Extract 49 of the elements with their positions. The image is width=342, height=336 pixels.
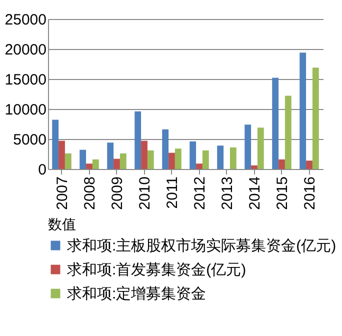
- legend-label: 求和项:主板股权市场实际募集资金(亿元): [67, 238, 336, 254]
- x-tick-label: 2015: [274, 176, 291, 210]
- bar: [168, 152, 175, 169]
- bar: [52, 120, 59, 169]
- bar: [312, 68, 319, 169]
- x-tick-label: 2009: [108, 176, 126, 210]
- x-tick-label: 2016: [301, 176, 318, 210]
- bar: [64, 153, 72, 169]
- bar: [174, 148, 182, 169]
- y-tick-label: 15000: [4, 72, 46, 88]
- y-tick-label: 20000: [4, 42, 46, 58]
- bar: [147, 150, 154, 169]
- legend-label: 求和项:首发募集资金(亿元): [67, 262, 246, 278]
- x-tick-label: 2011: [164, 176, 181, 209]
- bar: [134, 111, 142, 169]
- bar: [162, 129, 169, 169]
- bar: [196, 164, 202, 169]
- legend-label: 求和项:定增募集资金: [67, 286, 206, 302]
- bar: [86, 164, 92, 169]
- bar: [278, 159, 285, 169]
- bar: [92, 159, 99, 169]
- x-tick-label: 2007: [54, 176, 71, 210]
- bar: [141, 140, 148, 169]
- y-tick-label: 25000: [4, 12, 46, 28]
- x-tick-label: 2013: [218, 176, 236, 210]
- bar: [306, 160, 312, 169]
- bar: [300, 52, 306, 169]
- y-tick-label: 5000: [13, 132, 46, 148]
- x-tick-label: 2012: [191, 176, 208, 210]
- bar: [80, 150, 86, 169]
- y-tick-label: 0: [38, 162, 46, 178]
- bar: [114, 158, 120, 169]
- bar: [244, 124, 252, 169]
- x-tick-label: 2008: [81, 176, 98, 210]
- bar: [107, 142, 114, 169]
- bar: [257, 128, 264, 169]
- bar: [190, 141, 196, 169]
- bar: [230, 147, 236, 169]
- bar: [120, 153, 126, 169]
- bar: [217, 146, 224, 169]
- bar: [251, 165, 258, 169]
- bar: [202, 150, 209, 169]
- y-tick-label: 10000: [4, 102, 46, 118]
- bar: [284, 96, 292, 169]
- x-tick-label: 2010: [136, 176, 154, 210]
- legend-title: 数值: [48, 216, 76, 232]
- bar: [272, 78, 279, 169]
- x-tick-label: 2014: [246, 176, 264, 210]
- bar: [58, 140, 65, 169]
